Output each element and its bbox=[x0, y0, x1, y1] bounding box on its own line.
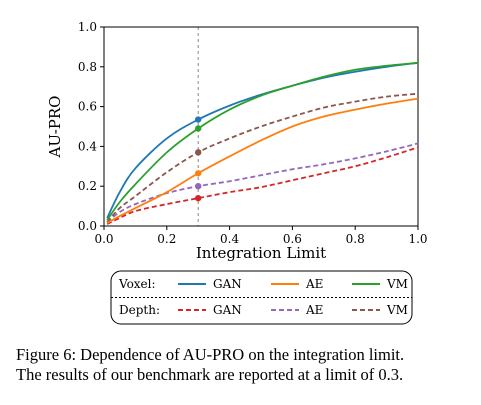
x-tick-label: 1.0 bbox=[408, 232, 427, 246]
marker-depth-vm bbox=[195, 149, 202, 156]
legend-label-voxel-vm: VM bbox=[386, 277, 408, 291]
series-lines bbox=[106, 61, 419, 225]
x-tick-label: 0.8 bbox=[346, 232, 365, 246]
legend-label-depth-vm: VM bbox=[386, 303, 408, 317]
marker-voxel-gan bbox=[195, 116, 202, 123]
x-tick-label: 0.0 bbox=[94, 232, 113, 246]
series-line-voxel-ae bbox=[106, 97, 419, 224]
caption-line-1: Figure 6: Dependence of AU-PRO on the in… bbox=[16, 345, 405, 364]
plot-frame bbox=[103, 26, 419, 227]
series-line-depth-vm bbox=[106, 92, 419, 223]
series-line-voxel-gan bbox=[106, 61, 419, 219]
series-line-depth-ae bbox=[106, 142, 419, 223]
series-line-voxel-vm bbox=[106, 61, 419, 221]
x-tick-label: 0.2 bbox=[157, 232, 176, 246]
axes: 0.0 0.2 0.4 0.6 0.8 1.0 0.0 0.2 0.4 0.6 0.8 1.0 Inte… bbox=[46, 20, 428, 262]
x-axis-label: Integration Limit bbox=[196, 244, 326, 262]
series-line-depth-gan bbox=[106, 146, 419, 225]
y-tick-label: 0.2 bbox=[78, 179, 97, 193]
x-tick-label: 0.4 bbox=[220, 232, 239, 246]
legend-label-depth-ae: AE bbox=[305, 303, 323, 317]
x-tick-label: 0.6 bbox=[283, 232, 302, 246]
y-tick-label: 0.4 bbox=[78, 139, 97, 153]
legend-label-voxel-ae: AE bbox=[305, 277, 323, 291]
y-tick-label: 1.0 bbox=[78, 20, 97, 34]
y-tick-label: 0.6 bbox=[78, 100, 97, 114]
figure-caption: Figure 6: Dependence of AU-PRO on the in… bbox=[16, 345, 476, 385]
y-tick-label: 0.8 bbox=[78, 60, 97, 74]
marker-depth-gan bbox=[195, 194, 202, 202]
legend: Voxel: GAN AE VM Depth: GAN AE VM bbox=[110, 270, 413, 325]
marker-voxel-vm bbox=[195, 125, 202, 132]
legend-row-label: Depth: bbox=[119, 303, 160, 317]
y-tick-label: 0.0 bbox=[78, 219, 97, 233]
legend-row-label: Voxel: bbox=[118, 277, 156, 291]
marker-voxel-ae bbox=[195, 170, 202, 177]
y-axis-label: AU-PRO bbox=[46, 96, 64, 159]
series-markers bbox=[195, 116, 202, 202]
caption-line-2: The results of our benchmark are reporte… bbox=[16, 365, 404, 384]
legend-label-depth-gan: GAN bbox=[213, 303, 242, 317]
marker-depth-ae bbox=[195, 183, 202, 190]
legend-label-voxel-gan: GAN bbox=[213, 277, 242, 291]
au-pro-chart: 0.0 0.2 0.4 0.6 0.8 1.0 0.0 0.2 0.4 0.6 0.8 1.0 Inte… bbox=[46, 20, 428, 325]
